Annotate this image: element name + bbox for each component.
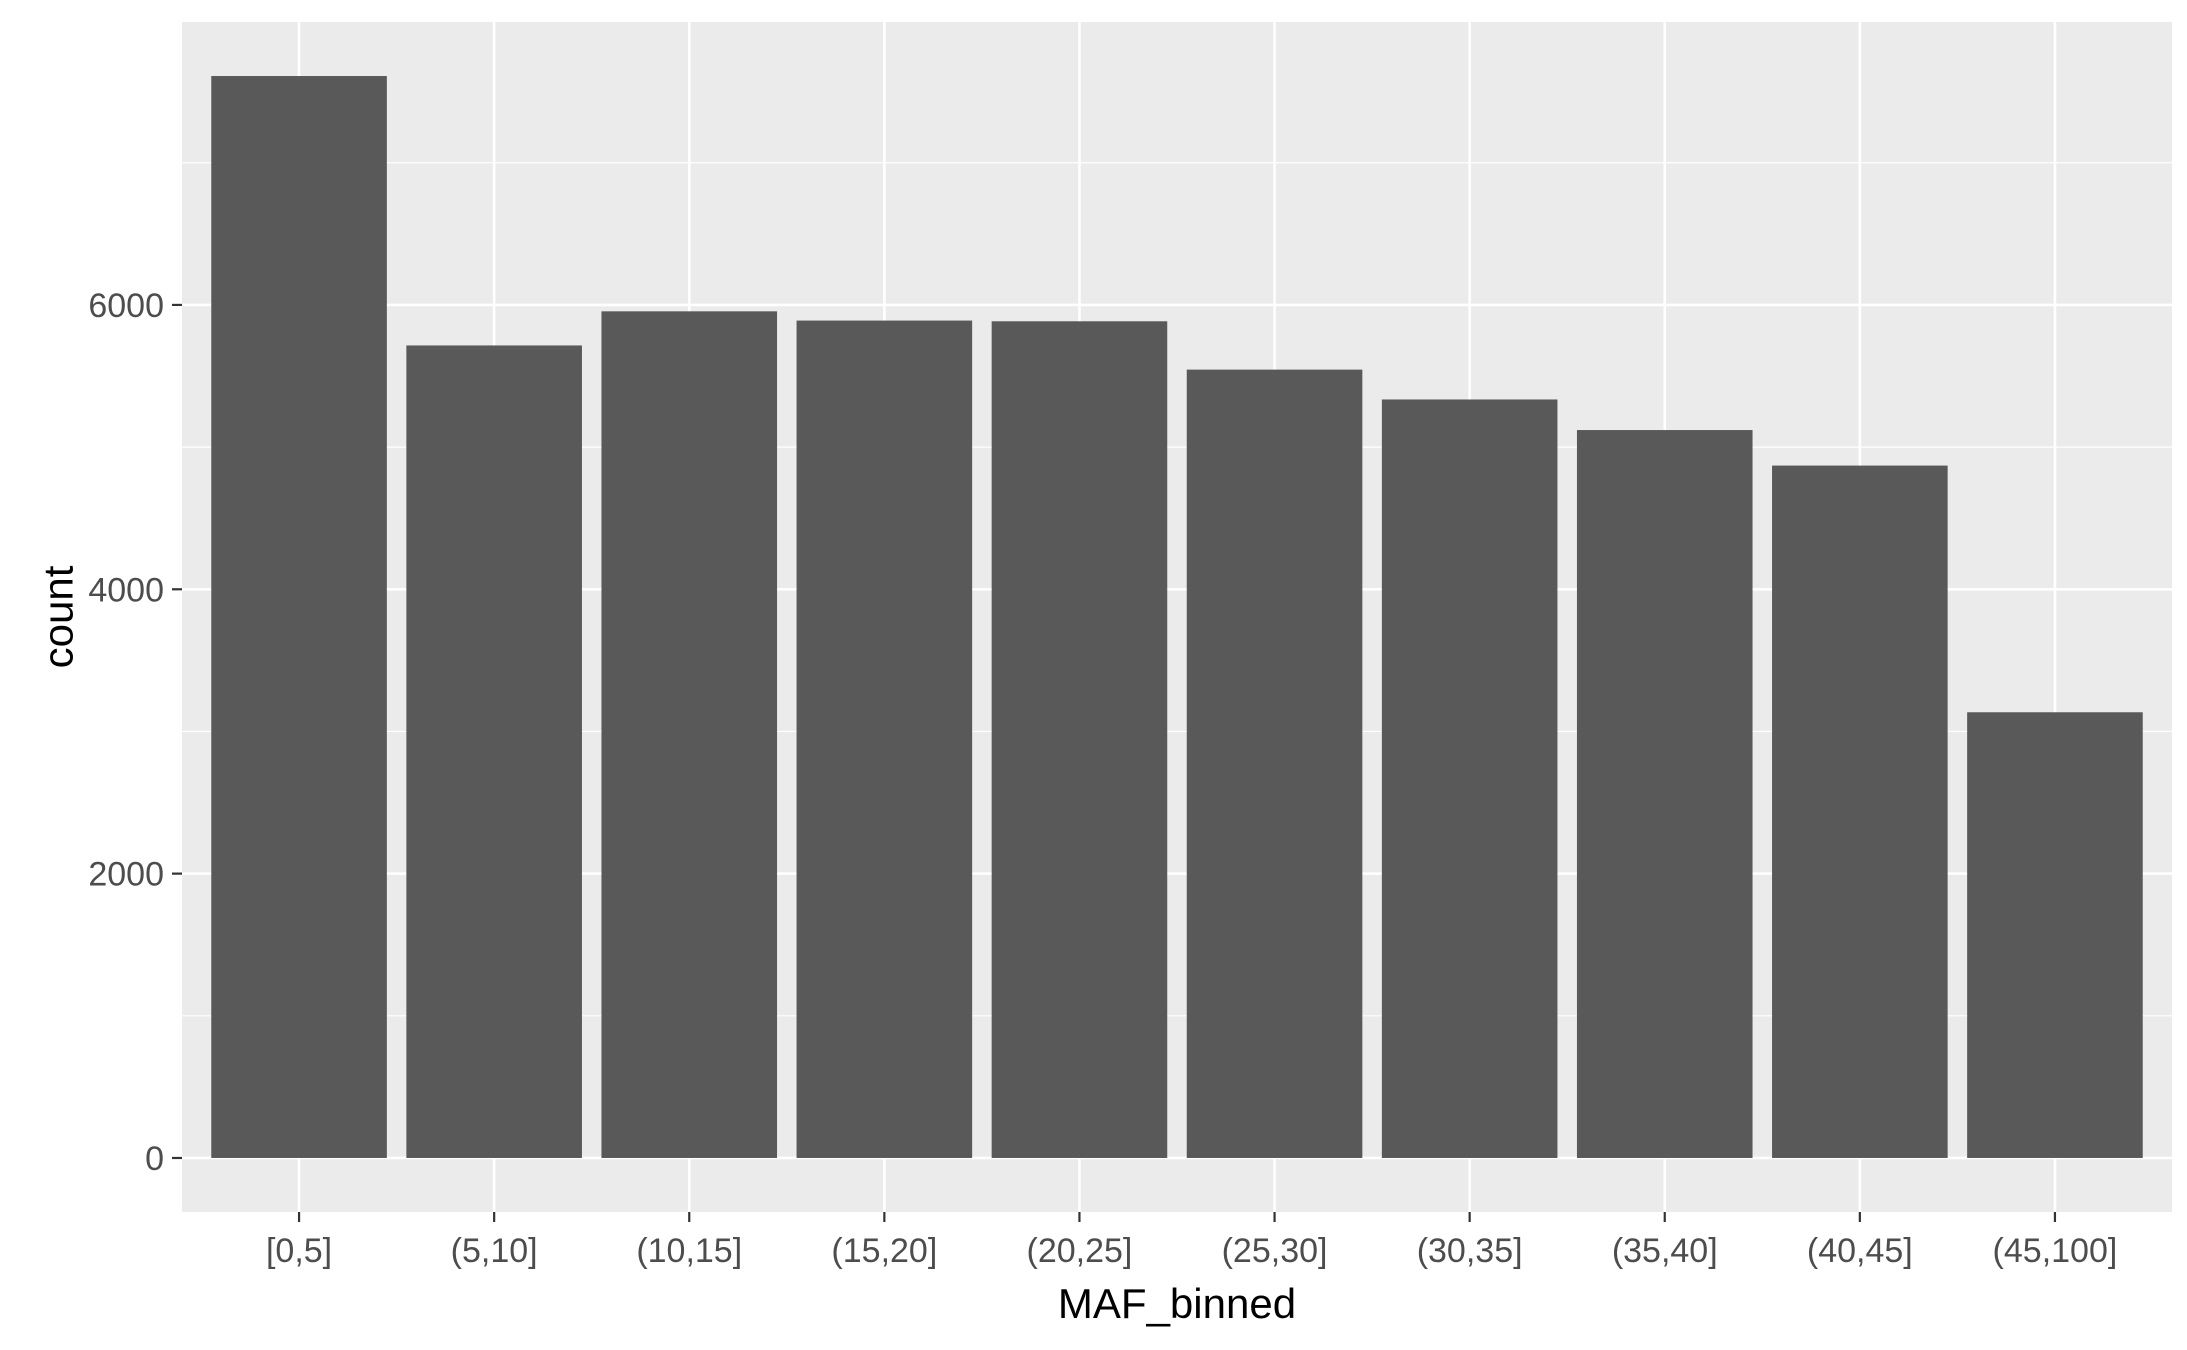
- bar: [601, 311, 778, 1158]
- x-tick-label: (40,45]: [1807, 1232, 1913, 1270]
- bar: [1186, 369, 1363, 1158]
- y-tick-label: 0: [145, 1140, 164, 1178]
- x-tick-label: (5,10]: [451, 1232, 538, 1270]
- y-axis: 0 2000 4000 6000: [88, 287, 182, 1178]
- bar: [796, 320, 973, 1158]
- y-tick-label: 6000: [88, 287, 164, 325]
- x-tick-label: (10,15]: [636, 1232, 742, 1270]
- y-axis-title: count: [35, 565, 82, 668]
- bar: [211, 76, 387, 1158]
- x-tick-label: (30,35]: [1417, 1232, 1523, 1270]
- x-tick-label: (35,40]: [1612, 1232, 1718, 1270]
- bars: [211, 76, 2143, 1158]
- x-axis: [0,5] (5,10] (10,15] (15,20] (20,25] (25,30] (…: [266, 1212, 2117, 1270]
- bar: [1576, 430, 1753, 1158]
- bar: [991, 321, 1168, 1158]
- y-tick-label: 4000: [88, 571, 164, 609]
- bar: [1967, 712, 2143, 1158]
- x-tick-label: [0,5]: [266, 1232, 332, 1270]
- x-tick-label: (15,20]: [831, 1232, 937, 1270]
- bar: [406, 345, 582, 1158]
- x-tick-label: (20,25]: [1027, 1232, 1133, 1270]
- x-tick-label: (45,100]: [1993, 1232, 2118, 1270]
- bar: [1772, 465, 1948, 1158]
- x-axis-title: MAF_binned: [1058, 1280, 1296, 1327]
- y-tick-label: 2000: [88, 856, 164, 894]
- x-tick-label: (25,30]: [1222, 1232, 1328, 1270]
- bar: [1381, 399, 1558, 1158]
